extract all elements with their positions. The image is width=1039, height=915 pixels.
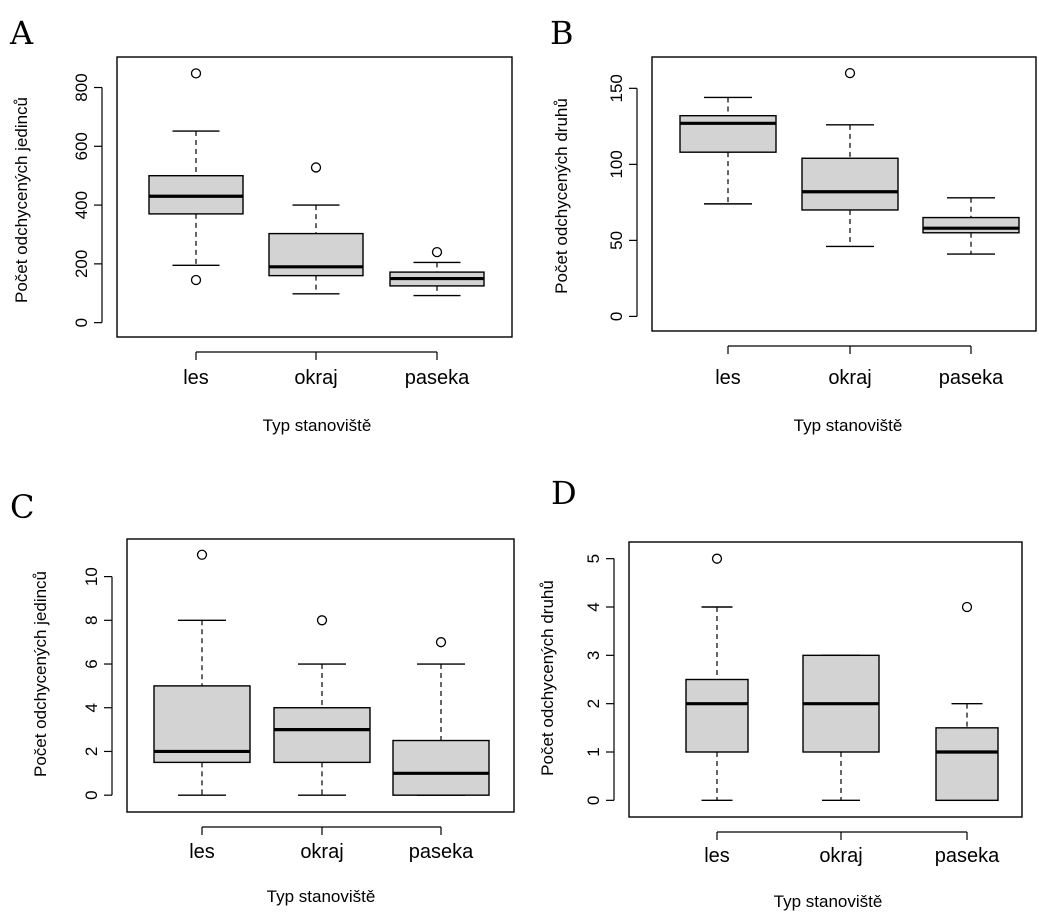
panel-a-x-tick-label: paseka	[405, 367, 470, 389]
panel-b-box-paseka	[922, 197, 1020, 255]
iqr-box	[801, 157, 899, 211]
outlier-point	[961, 601, 973, 613]
panel-d-box-les	[685, 553, 749, 802]
outlier-point	[844, 67, 856, 79]
panel-a-y-tick-label: 600	[72, 132, 91, 160]
panel-d-x-tick-label: les	[704, 845, 730, 867]
panel-d-box-paseka	[935, 601, 999, 802]
panel-b-y-axis-title: Počet odchycených druhů	[552, 98, 571, 294]
iqr-box	[922, 216, 1020, 234]
outlier-point	[316, 615, 328, 626]
iqr-box	[935, 727, 999, 802]
panel-a-x-axis-title: Typ stanoviště	[263, 416, 372, 435]
panel-a: A 0 200 400 600 800 les okraj paseka Typ stanoviš…	[9, 14, 513, 435]
outlier-point	[431, 246, 443, 258]
iqr-box	[679, 114, 777, 153]
panel-b-box-okraj	[801, 67, 899, 248]
outlier-point	[190, 68, 202, 79]
panel-d-x-tick-label: okraj	[819, 845, 862, 867]
panel-a-x-tick-label: okraj	[294, 367, 337, 389]
panel-d-y-tick-label: 4	[584, 602, 603, 611]
outlier-point	[711, 553, 723, 564]
panel-a-box-paseka	[389, 246, 485, 297]
panel-b-plot-frame	[651, 56, 1037, 332]
outlier-point	[190, 274, 202, 286]
panel-a-y-tick-label: 0	[72, 318, 91, 327]
iqr-box	[273, 707, 371, 764]
panel-c-y-tick-label: 4	[82, 703, 101, 712]
panel-c-y-tick-label: 2	[82, 747, 101, 756]
panel-a-box-okraj	[268, 162, 364, 295]
panel-d-y-tick-label: 1	[584, 747, 603, 756]
panel-b-y-tick-label: 150	[607, 74, 626, 102]
panel-c: C 0 2 4 6 8 10 les okraj paseka Typ stanoviště Poče…	[10, 488, 515, 906]
iqr-box	[153, 685, 251, 764]
panel-d-x-axis-title: Typ stanoviště	[774, 892, 883, 911]
panel-b: B 0 50 100 150 les okraj paseka Typ stanoviště Po…	[550, 14, 1037, 435]
iqr-box	[268, 232, 364, 277]
panel-d-y-axis-title: Počet odchycených druhů	[538, 580, 557, 776]
panel-d-y-tick-label: 3	[584, 651, 603, 660]
panel-d-y-tick-label: 0	[584, 796, 603, 805]
panel-d: D 0 1 2 3 4 5 les okraj paseka Typ stanoviště Počet…	[538, 474, 1023, 911]
panel-a-letter: A	[9, 14, 34, 52]
panel-a-y-axis-title: Počet odchycených jedinců	[12, 97, 31, 303]
panel-c-x-tick-label: paseka	[409, 841, 474, 863]
panel-b-box-les	[679, 96, 777, 205]
panel-c-y-tick-label: 0	[82, 790, 101, 799]
panel-b-y-tick-label: 100	[607, 150, 626, 178]
panel-c-y-tick-label: 6	[82, 659, 101, 668]
iqr-box	[392, 739, 490, 796]
panel-d-y-tick-label: 2	[584, 699, 603, 708]
panel-c-y-tick-label: 10	[82, 567, 101, 586]
panel-c-box-paseka	[392, 637, 490, 796]
panel-a-y-tick-label: 800	[72, 73, 91, 101]
panel-b-x-tick-label: paseka	[939, 367, 1004, 389]
panel-c-plot-frame	[126, 538, 515, 813]
panel-a-box-les	[148, 68, 244, 286]
panel-c-box-okraj	[273, 615, 371, 796]
panel-c-y-tick-label: 8	[82, 616, 101, 625]
panel-c-letter: C	[10, 488, 34, 526]
panel-c-y-axis-title: Počet odchycených jedinců	[31, 571, 50, 777]
panel-b-letter: B	[550, 14, 574, 52]
panel-d-letter: D	[551, 474, 577, 512]
panel-a-plot-frame	[116, 56, 513, 338]
panel-c-x-tick-label: okraj	[300, 841, 343, 863]
panel-d-y-tick-label: 5	[584, 554, 603, 563]
outlier-point	[196, 549, 208, 560]
panel-c-x-tick-label: les	[189, 841, 215, 863]
panel-b-y-tick-label: 50	[607, 231, 626, 250]
panel-a-y-tick-label: 400	[72, 191, 91, 219]
panel-a-y-tick-label: 200	[72, 250, 91, 278]
panel-d-plot-frame	[628, 541, 1023, 818]
panel-d-box-okraj	[802, 654, 880, 802]
panel-a-x-tick-label: les	[183, 367, 209, 389]
panel-c-box-les	[153, 549, 251, 796]
panel-c-x-axis-title: Typ stanoviště	[267, 887, 376, 906]
panel-d-x-tick-label: paseka	[935, 845, 1000, 867]
iqr-box	[685, 678, 749, 753]
panel-b-x-axis-title: Typ stanoviště	[794, 416, 903, 435]
panel-b-y-tick-label: 0	[607, 312, 626, 321]
panel-b-x-tick-label: les	[715, 367, 741, 389]
outlier-point	[435, 637, 447, 648]
panel-b-x-tick-label: okraj	[828, 367, 871, 389]
outlier-point	[310, 162, 322, 173]
